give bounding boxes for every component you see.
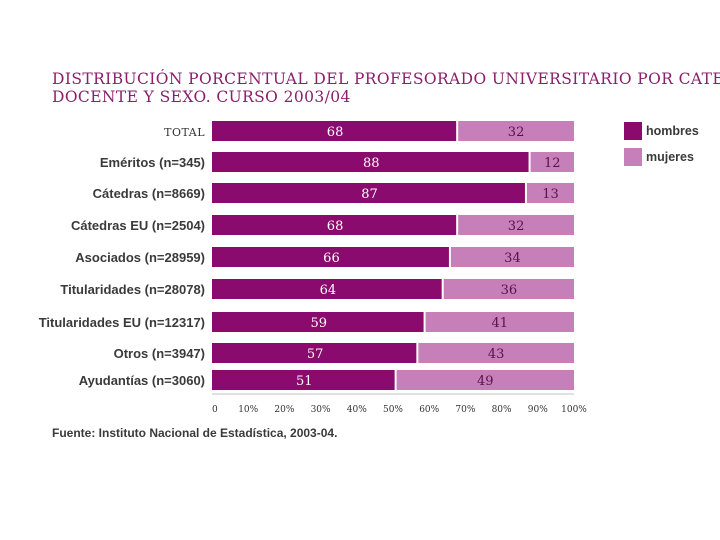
bar-mujeres-5	[443, 279, 574, 299]
bar-hombres-0	[212, 121, 457, 141]
bar-mujeres-4	[450, 247, 574, 267]
bar-mujeres-7	[418, 343, 574, 363]
bar-mujeres-0	[458, 121, 574, 141]
bar-mujeres-2	[526, 183, 574, 203]
category-label-3: Cátedras EU (n=2504)	[71, 218, 205, 233]
x-tick-label-2: 20%	[274, 405, 294, 415]
category-labels: TOTAL Eméritos (n=345) Cátedras (n=8669) Cá…	[39, 126, 205, 388]
value-label-hombres-0: 68	[327, 125, 344, 140]
category-label-1: Eméritos (n=345)	[100, 155, 205, 170]
value-label-hombres-4: 66	[323, 251, 340, 266]
value-label-mujeres-6: 41	[492, 316, 509, 331]
category-label-4: Asociados (n=28959)	[75, 250, 205, 265]
value-label-hombres-8: 51	[296, 374, 313, 389]
value-label-hombres-5: 64	[320, 283, 337, 298]
legend-swatch-hombres	[624, 122, 642, 140]
value-label-hombres-3: 68	[327, 219, 344, 234]
category-label-2: Cátedras (n=8669)	[93, 186, 205, 201]
legend-swatch-mujeres	[624, 148, 642, 166]
bar-hombres-3	[212, 215, 457, 235]
chart-title-line-1: DISTRIBUCIÓN PORCENTUAL DEL PROFESORADO …	[52, 70, 720, 88]
value-label-mujeres-2: 13	[542, 187, 559, 202]
bar-hombres-1	[212, 152, 529, 172]
chart-title-line-2: DOCENTE Y SEXO. CURSO 2003/04	[52, 88, 351, 106]
source-note: Fuente: Instituto Nacional de Estadístic…	[52, 426, 337, 440]
bar-hombres-6	[212, 312, 424, 332]
bar-hombres-5	[212, 279, 442, 299]
x-tick-label-4: 40%	[347, 405, 367, 415]
x-axis: 0 10% 20% 30% 40% 50% 60% 70% 80% 90% 100%	[212, 393, 587, 415]
legend-label-mujeres: mujeres	[646, 150, 694, 164]
x-tick-label-5: 50%	[383, 405, 403, 415]
bar-hombres-2	[212, 183, 525, 203]
category-label-6: Titularidades EU (n=12317)	[39, 315, 205, 330]
chart-title: DISTRIBUCIÓN PORCENTUAL DEL PROFESORADO …	[52, 70, 720, 106]
bar-mujeres-1	[530, 152, 574, 172]
category-label-0: TOTAL	[164, 126, 205, 139]
x-tick-label-6: 60%	[419, 405, 439, 415]
category-label-7: Otros (n=3947)	[114, 346, 205, 361]
value-label-mujeres-7: 43	[488, 347, 505, 362]
legend: hombres mujeres	[624, 122, 699, 166]
category-label-8: Ayudantías (n=3060)	[79, 373, 205, 388]
value-label-hombres-1: 88	[363, 156, 380, 171]
value-label-mujeres-5: 36	[501, 283, 518, 298]
value-label-mujeres-0: 32	[508, 125, 525, 140]
category-label-5: Titularidades (n=28078)	[60, 282, 205, 297]
value-label-hombres-6: 59	[311, 316, 328, 331]
value-label-mujeres-4: 34	[504, 251, 521, 266]
x-tick-label-9: 90%	[528, 405, 548, 415]
value-label-mujeres-8: 49	[477, 374, 494, 389]
value-label-hombres-7: 57	[307, 347, 324, 362]
legend-label-hombres: hombres	[646, 124, 699, 138]
bar-hombres-4	[212, 247, 449, 267]
bar-mujeres-3	[458, 215, 574, 235]
bar-mujeres-6	[425, 312, 574, 332]
bar-hombres-7	[212, 343, 417, 363]
bars: 68 32 88 12 87 13 68 32 66 34 64 36 59 41 57 43 51 49	[212, 121, 574, 390]
x-tick-label-0: 0	[212, 405, 218, 415]
value-label-mujeres-1: 12	[544, 156, 561, 171]
x-tick-label-1: 10%	[238, 405, 258, 415]
value-label-hombres-2: 87	[361, 187, 378, 202]
bar-hombres-8	[212, 370, 395, 390]
x-tick-label-7: 70%	[455, 405, 475, 415]
x-tick-label-8: 80%	[492, 405, 512, 415]
x-tick-label-10: 100%	[561, 405, 587, 415]
bar-mujeres-8	[396, 370, 574, 390]
x-tick-label-3: 30%	[311, 405, 331, 415]
value-label-mujeres-3: 32	[508, 219, 525, 234]
